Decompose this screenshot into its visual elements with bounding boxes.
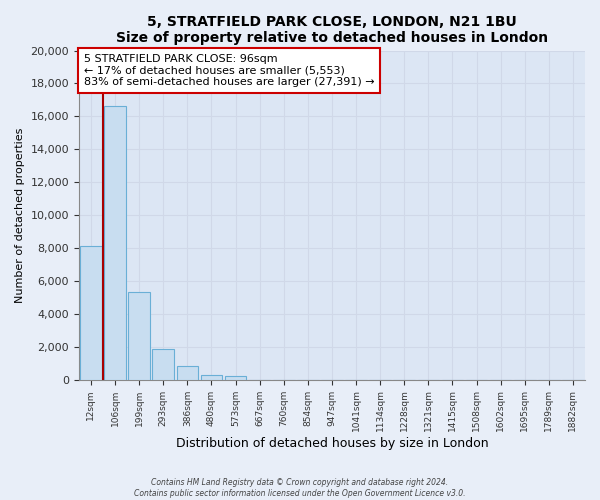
Text: Contains HM Land Registry data © Crown copyright and database right 2024.
Contai: Contains HM Land Registry data © Crown c… [134, 478, 466, 498]
Bar [152, 349, 174, 380]
Y-axis label: Number of detached properties: Number of detached properties [15, 128, 25, 303]
X-axis label: Distribution of detached houses by size in London: Distribution of detached houses by size … [176, 437, 488, 450]
Bar [104, 106, 126, 380]
Bar [200, 374, 222, 380]
Bar [176, 366, 198, 380]
Bar [80, 246, 102, 380]
Title: 5, STRATFIELD PARK CLOSE, LONDON, N21 1BU
Size of property relative to detached : 5, STRATFIELD PARK CLOSE, LONDON, N21 1B… [116, 15, 548, 45]
Text: 5 STRATFIELD PARK CLOSE: 96sqm
← 17% of detached houses are smaller (5,553)
83% : 5 STRATFIELD PARK CLOSE: 96sqm ← 17% of … [84, 54, 374, 87]
Bar [128, 292, 150, 380]
Bar [225, 376, 247, 380]
